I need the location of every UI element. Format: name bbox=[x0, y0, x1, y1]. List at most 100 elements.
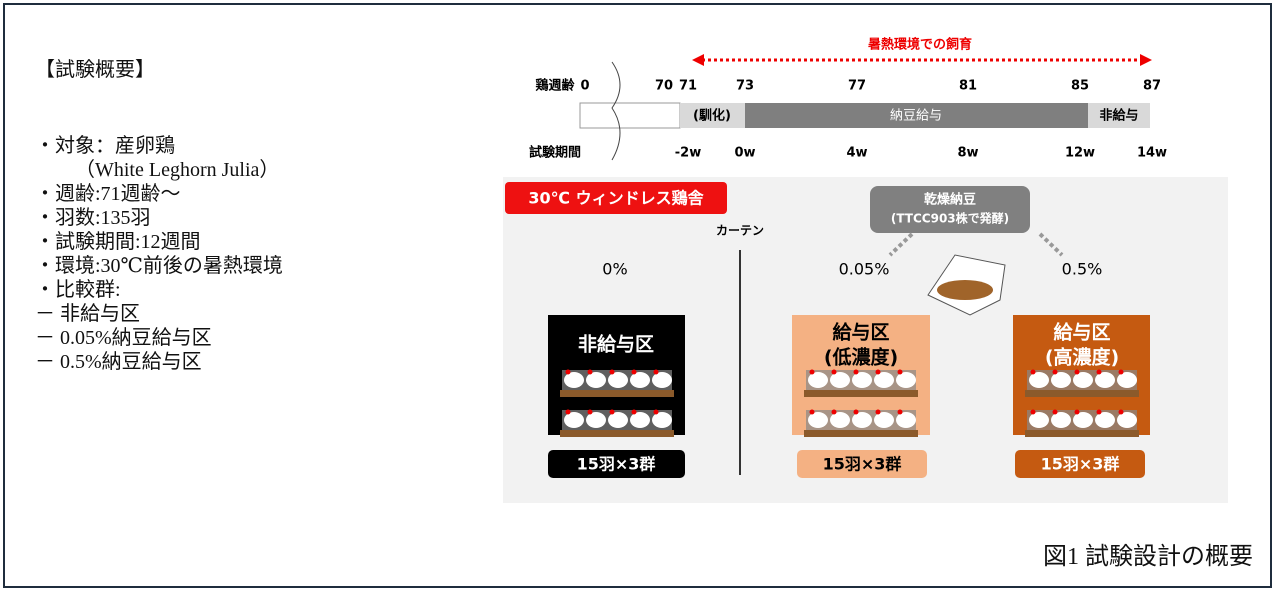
period: -2w bbox=[675, 146, 701, 161]
hen bbox=[1051, 412, 1071, 428]
hen bbox=[1073, 412, 1093, 428]
shelf bbox=[804, 430, 918, 437]
hen bbox=[874, 372, 894, 388]
comb bbox=[566, 370, 571, 375]
phase: 非給与 bbox=[1099, 108, 1138, 124]
hen bbox=[808, 412, 828, 428]
pct: 0.05% bbox=[839, 260, 890, 279]
curtain: カーテン bbox=[716, 224, 764, 238]
comb bbox=[854, 410, 859, 415]
age: 73 bbox=[736, 79, 754, 94]
period: 8w bbox=[957, 146, 978, 161]
hen bbox=[830, 412, 850, 428]
hen bbox=[1117, 372, 1137, 388]
phase: (馴化) bbox=[693, 108, 731, 124]
hen bbox=[652, 412, 672, 428]
hen bbox=[1095, 412, 1115, 428]
count: 15羽×3群 bbox=[823, 455, 902, 474]
comb bbox=[810, 410, 815, 415]
comb bbox=[876, 410, 881, 415]
age: 77 bbox=[848, 79, 866, 94]
age: 0 bbox=[580, 79, 589, 94]
comb bbox=[1097, 410, 1102, 415]
comb bbox=[1053, 410, 1058, 415]
hen bbox=[852, 372, 872, 388]
phase: 納豆給与 bbox=[890, 109, 942, 124]
natto-beans bbox=[937, 280, 993, 300]
comb bbox=[654, 370, 659, 375]
comb bbox=[632, 370, 637, 375]
comb bbox=[1119, 410, 1124, 415]
group-name: (高濃度) bbox=[1045, 346, 1119, 369]
shelf bbox=[560, 390, 674, 397]
age: 85 bbox=[1071, 79, 1089, 94]
period: 0w bbox=[734, 146, 755, 161]
comb bbox=[898, 370, 903, 375]
comb bbox=[1075, 410, 1080, 415]
count: 15羽×3群 bbox=[577, 455, 656, 474]
pct: 0.5% bbox=[1062, 260, 1103, 279]
age-label: 鶏週齢 bbox=[535, 78, 575, 94]
comb bbox=[832, 370, 837, 375]
comb bbox=[610, 370, 615, 375]
comb bbox=[854, 370, 859, 375]
comb bbox=[898, 410, 903, 415]
group-name: 非給与区 bbox=[578, 333, 654, 356]
age: 81 bbox=[959, 79, 977, 94]
hen bbox=[608, 412, 628, 428]
period: 4w bbox=[846, 146, 867, 161]
comb bbox=[566, 410, 571, 415]
comb bbox=[876, 370, 881, 375]
hen bbox=[630, 412, 650, 428]
house-label: 30℃ ウィンドレス鶏舎 bbox=[528, 189, 704, 208]
comb bbox=[632, 410, 637, 415]
hen bbox=[808, 372, 828, 388]
comb bbox=[1119, 370, 1124, 375]
group-name: 給与区 bbox=[1053, 321, 1110, 344]
pct: 0% bbox=[602, 260, 627, 279]
hen bbox=[564, 412, 584, 428]
hen bbox=[1029, 412, 1049, 428]
period: 14w bbox=[1137, 146, 1167, 161]
natto: 乾燥納豆 bbox=[924, 192, 976, 208]
shelf bbox=[560, 430, 674, 437]
comb bbox=[832, 410, 837, 415]
hen bbox=[564, 372, 584, 388]
comb bbox=[1053, 370, 1058, 375]
comb bbox=[810, 370, 815, 375]
age: 70 bbox=[655, 79, 673, 94]
hen bbox=[1073, 372, 1093, 388]
period: 12w bbox=[1065, 146, 1095, 161]
comb bbox=[588, 410, 593, 415]
hen bbox=[586, 412, 606, 428]
natto: (TTCC903株で発酵) bbox=[891, 211, 1009, 226]
comb bbox=[610, 410, 615, 415]
hen bbox=[630, 372, 650, 388]
hen bbox=[1117, 412, 1137, 428]
shelf bbox=[1025, 430, 1139, 437]
hen bbox=[830, 372, 850, 388]
hen bbox=[652, 372, 672, 388]
bar-blank bbox=[580, 103, 680, 128]
diagram: 暑熱環境での飼育 鶏週齢 0 70 71 73 77 81 85 87 (馴化)… bbox=[0, 0, 1275, 591]
comb bbox=[1031, 370, 1036, 375]
hen bbox=[608, 372, 628, 388]
age: 71 bbox=[679, 79, 697, 94]
group-name: (低濃度) bbox=[824, 346, 898, 369]
hen bbox=[874, 412, 894, 428]
count: 15羽×3群 bbox=[1041, 455, 1120, 474]
comb bbox=[1097, 370, 1102, 375]
hen bbox=[896, 412, 916, 428]
group-name: 給与区 bbox=[832, 321, 889, 344]
hen bbox=[1029, 372, 1049, 388]
hen bbox=[1095, 372, 1115, 388]
arrow-head bbox=[1140, 54, 1152, 66]
arrow-head bbox=[692, 54, 704, 66]
hen bbox=[896, 372, 916, 388]
hen bbox=[852, 412, 872, 428]
comb bbox=[588, 370, 593, 375]
comb bbox=[654, 410, 659, 415]
banner: 暑熱環境での飼育 bbox=[867, 37, 972, 53]
period-label: 試験期間 bbox=[529, 145, 581, 161]
comb bbox=[1031, 410, 1036, 415]
